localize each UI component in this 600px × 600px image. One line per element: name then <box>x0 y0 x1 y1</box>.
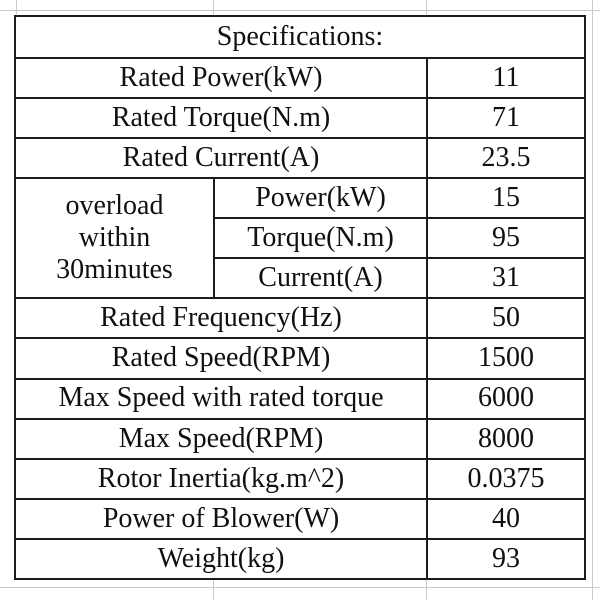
ghost-gridline-stub-col2 <box>426 580 427 600</box>
title-row: Specifications: <box>13 15 587 59</box>
rotor-inertia-label: Rotor Inertia(kg.m^2) <box>14 457 428 500</box>
rated-speed-label: Rated Speed(RPM) <box>14 337 428 380</box>
rated-current-label: Rated Current(A) <box>14 137 428 180</box>
max-speed-value: 8000 <box>425 417 587 460</box>
ghost-gridline-right <box>592 0 593 600</box>
overload-torque-value: 95 <box>425 217 587 260</box>
max-speed-rated-torque-value: 6000 <box>425 377 587 420</box>
max-speed-row: Max Speed(RPM) 8000 <box>14 417 587 460</box>
overload-power-value: 15 <box>425 177 587 220</box>
blower-power-label: Power of Blower(W) <box>14 497 428 540</box>
ghost-gridline-tick-col2 <box>426 0 427 14</box>
rated-speed-row: Rated Speed(RPM) 1500 <box>14 337 587 380</box>
overload-current-value: 31 <box>425 257 587 300</box>
overload-power-label: Power(kW) <box>213 177 428 220</box>
ghost-gridline-top <box>0 10 600 11</box>
overload-torque-row: Torque(N.m) 95 <box>15 217 587 260</box>
rated-frequency-label: Rated Frequency(Hz) <box>14 297 428 340</box>
ghost-gridline-stub-col1 <box>213 580 214 600</box>
rotor-inertia-value: 0.0375 <box>425 457 587 500</box>
ghost-gridline-bottom <box>0 587 600 588</box>
max-speed-rated-torque-row: Max Speed with rated torque 6000 <box>14 377 587 420</box>
ghost-gridline-tick-col1 <box>213 0 214 14</box>
blower-power-value: 40 <box>425 497 587 540</box>
overload-torque-label: Torque(N.m) <box>213 217 428 260</box>
rated-torque-label: Rated Torque(N.m) <box>14 97 428 140</box>
rated-frequency-row: Rated Frequency(Hz) 50 <box>14 297 587 340</box>
rated-torque-row: Rated Torque(N.m) 71 <box>14 97 587 140</box>
overload-power-row: overload within 30minutes Power(kW) 15 <box>14 177 587 300</box>
overload-group-label: overload within 30minutes <box>14 177 215 300</box>
max-speed-rated-torque-label: Max Speed with rated torque <box>14 377 428 420</box>
rated-power-label: Rated Power(kW) <box>14 56 428 100</box>
rated-speed-value: 1500 <box>425 337 587 380</box>
rated-power-row: Rated Power(kW) 11 <box>14 56 587 100</box>
rated-torque-value: 71 <box>425 97 587 140</box>
table-title: Specifications: <box>13 15 587 59</box>
overload-current-label: Current(A) <box>213 257 428 300</box>
weight-row: Weight(kg) 93 <box>14 537 587 581</box>
specifications-table: Specifications: Rated Power(kW) 11 Rated… <box>13 15 587 581</box>
rated-power-value: 11 <box>425 56 587 100</box>
rated-current-value: 23.5 <box>425 137 587 180</box>
blower-power-row: Power of Blower(W) 40 <box>14 497 587 540</box>
rotor-inertia-row: Rotor Inertia(kg.m^2) 0.0375 <box>14 457 587 500</box>
rated-current-row: Rated Current(A) 23.5 <box>14 137 587 180</box>
ghost-gridline-tick-left <box>16 0 17 14</box>
rated-frequency-value: 50 <box>425 297 587 340</box>
weight-label: Weight(kg) <box>14 537 428 581</box>
max-speed-label: Max Speed(RPM) <box>14 417 428 460</box>
overload-current-row: Current(A) 31 <box>15 257 587 300</box>
weight-value: 93 <box>425 537 587 581</box>
